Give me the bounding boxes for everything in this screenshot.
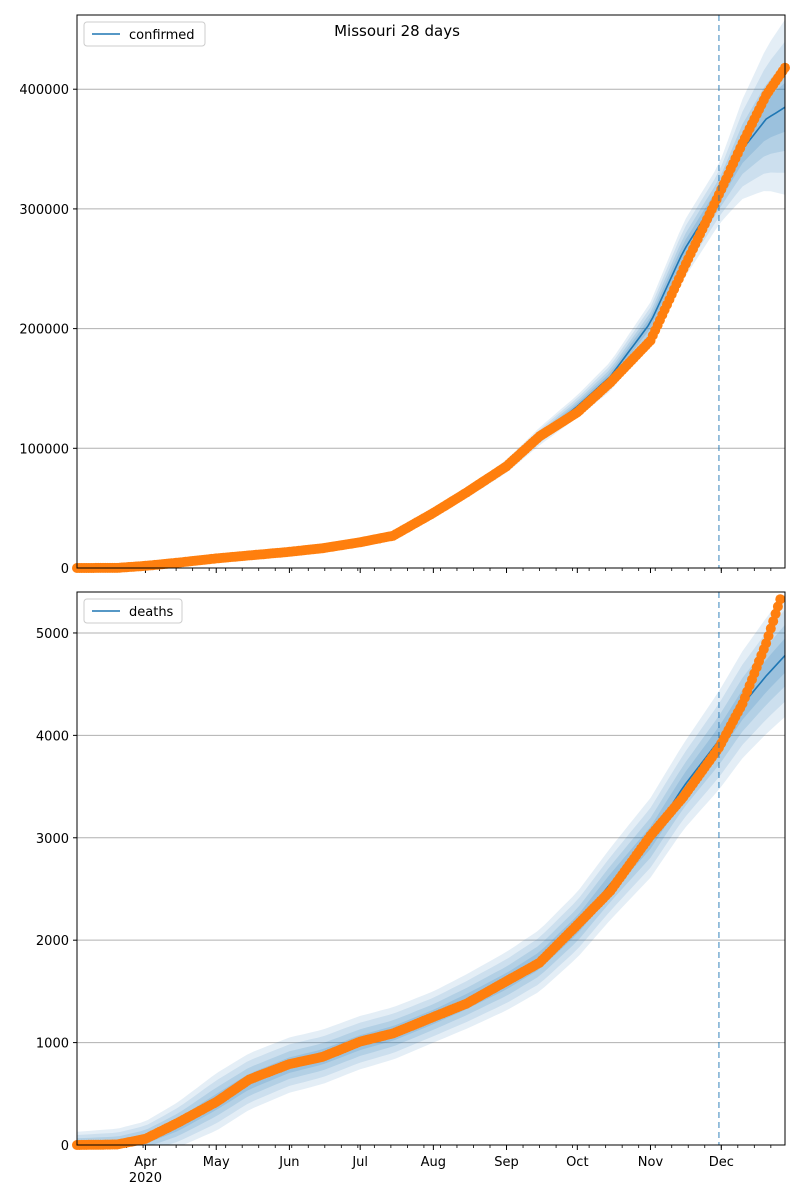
confirmed-panel: 0 100000 200000 300000 400000 confirmed <box>19 14 790 577</box>
y-tick-label: 2000 <box>36 934 69 949</box>
legend <box>83 21 206 47</box>
x-tick-label: Aug <box>421 1155 446 1170</box>
uncertainty-band <box>77 63 785 569</box>
axes-frame <box>76 14 786 569</box>
y-tick-label: 4000 <box>36 729 69 744</box>
y-tick-label: 0 <box>61 1139 69 1154</box>
y-tick-label: 300000 <box>19 203 69 218</box>
uncertainty-band <box>77 609 785 1145</box>
axes-frame <box>76 591 786 1146</box>
uncertainty-band <box>77 82 785 568</box>
uncertainty-band <box>77 19 785 569</box>
x-tick-label: Apr <box>134 1155 157 1170</box>
uncertainty-band <box>77 624 785 1145</box>
y-tick-label: 1000 <box>36 1037 69 1052</box>
observed-point <box>775 594 786 605</box>
y-tick-label: 0 <box>61 562 69 577</box>
y-tick-label: 400000 <box>19 83 69 98</box>
legend-label: confirmed <box>129 28 195 43</box>
x-tick-label: Dec <box>709 1155 734 1170</box>
x-tick-label: Oct <box>566 1155 588 1170</box>
figure-title: Missouri 28 days <box>334 22 460 40</box>
x-tick-label: 2020 <box>129 1171 162 1186</box>
y-tick-label: 5000 <box>36 627 69 642</box>
legend-label: deaths <box>129 605 174 620</box>
uncertainty-band <box>77 41 785 568</box>
uncertainty-band <box>77 594 785 1145</box>
y-tick-label: 100000 <box>19 442 69 457</box>
y-tick-label: 3000 <box>36 832 69 847</box>
y-tick-label: 200000 <box>19 323 69 338</box>
x-tick-label: May <box>203 1155 230 1170</box>
x-tick-label: Jun <box>278 1155 299 1170</box>
x-tick-label: Sep <box>494 1155 519 1170</box>
x-tick-label: Jul <box>351 1155 368 1170</box>
legend <box>83 598 183 624</box>
uncertainty-band <box>77 638 785 1145</box>
model-line <box>77 106 786 569</box>
model-line <box>76 654 786 1146</box>
x-tick-label: Nov <box>638 1155 664 1170</box>
